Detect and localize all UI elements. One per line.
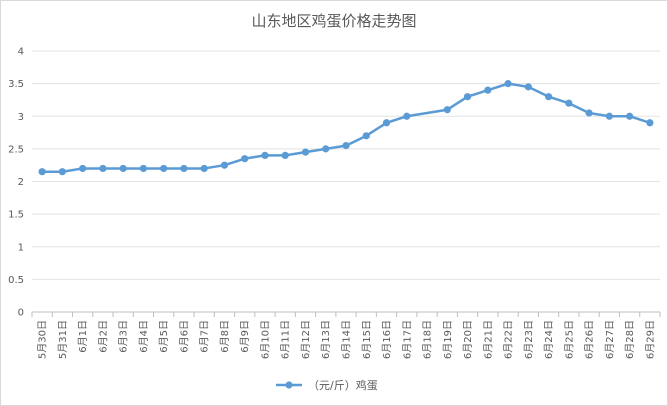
series-line — [42, 82, 651, 173]
data-point — [382, 119, 391, 127]
data-point — [484, 86, 492, 94]
y-axis-ticks: 0 0.5 1 1.5 2 2.5 3 3.5 4 — [8, 47, 24, 319]
data-point — [200, 164, 208, 173]
x-tick-label: 6月1日 — [77, 320, 89, 353]
x-tick-label: 6月17日 — [401, 320, 413, 359]
y-tick-label: 1 — [18, 242, 24, 253]
y-tick-label: 1.5 — [8, 210, 24, 221]
data-point — [504, 80, 512, 88]
y-tick-label: 2.5 — [8, 144, 24, 155]
x-tick-label: 6月16日 — [381, 320, 393, 359]
data-point — [646, 119, 654, 127]
x-tick-label: 6月13日 — [320, 320, 332, 359]
data-point — [38, 168, 46, 176]
x-tick-label: 6月14日 — [341, 320, 353, 359]
data-point — [403, 112, 411, 120]
x-tick-label: 6月22日 — [503, 320, 515, 359]
x-tick-label: 5月30日 — [37, 320, 49, 359]
y-tick-label: 0.5 — [8, 275, 24, 286]
x-tick-label: 6月12日 — [300, 320, 312, 359]
data-point — [160, 164, 168, 173]
x-tick-label: 6月8日 — [219, 320, 231, 353]
legend-marker — [285, 381, 293, 389]
x-tick-label: 6月27日 — [604, 320, 616, 359]
data-point — [139, 164, 148, 173]
x-axis-ticks: 5月30日 5月31日 6月1日 6月2日 6月3日 6月4日 6月5日 6月6日 6月7日 6月… — [31, 312, 661, 359]
data-point — [58, 168, 66, 176]
data-point — [342, 142, 350, 150]
y-tick-label: 3.5 — [8, 79, 24, 90]
data-point — [301, 148, 310, 156]
x-tick-label: 6月15日 — [361, 320, 373, 359]
legend-label: （元/斤）鸡蛋 — [308, 378, 378, 392]
data-point — [443, 106, 451, 114]
x-tick-label: 6月26日 — [584, 320, 596, 359]
x-tick-label: 6月3日 — [118, 320, 130, 353]
data-point — [544, 93, 553, 101]
data-point — [261, 151, 269, 159]
legend: （元/斤）鸡蛋 — [276, 378, 378, 392]
data-point — [220, 161, 229, 169]
gridlines — [32, 50, 660, 313]
chart-title: 山东地区鸡蛋价格走势图 — [251, 12, 417, 30]
y-tick-label: 0 — [18, 308, 24, 319]
data-point — [524, 83, 532, 91]
x-tick-label: 6月5日 — [158, 320, 170, 353]
data-point — [626, 112, 634, 120]
x-tick-label: 6月2日 — [97, 320, 109, 353]
x-tick-label: 6月20日 — [462, 320, 474, 359]
data-point — [362, 132, 370, 140]
data-point — [241, 155, 249, 163]
x-tick-label: 6月24日 — [543, 320, 555, 359]
x-tick-label: 6月11日 — [280, 320, 292, 359]
x-tick-label: 6月25日 — [563, 320, 575, 359]
x-tick-label: 5月31日 — [57, 320, 69, 359]
x-tick-label: 6月10日 — [259, 320, 271, 359]
data-point — [322, 145, 330, 153]
y-tick-label: 2 — [18, 177, 24, 188]
data-point — [585, 109, 593, 117]
data-point — [180, 164, 188, 173]
data-point — [281, 151, 289, 159]
x-tick-label: 6月4日 — [138, 320, 150, 353]
x-tick-label: 6月28日 — [624, 320, 636, 359]
x-tick-label: 6月23日 — [523, 320, 535, 359]
y-tick-label: 3 — [18, 112, 24, 123]
data-point — [565, 99, 573, 107]
data-point — [79, 164, 87, 173]
series-layer — [38, 80, 654, 176]
x-tick-label: 6月6日 — [178, 320, 190, 353]
data-point — [605, 112, 613, 120]
x-tick-label: 6月29日 — [644, 320, 656, 359]
x-tick-label: 6月7日 — [199, 320, 211, 353]
x-tick-label: 6月21日 — [482, 320, 494, 359]
data-point — [463, 93, 472, 101]
data-point — [99, 164, 107, 173]
x-tick-label: 6月9日 — [239, 320, 251, 353]
x-tick-label: 6月19日 — [442, 320, 454, 359]
x-tick-label: 6月18日 — [422, 320, 434, 359]
data-point — [119, 164, 127, 173]
y-tick-label: 4 — [18, 47, 24, 58]
